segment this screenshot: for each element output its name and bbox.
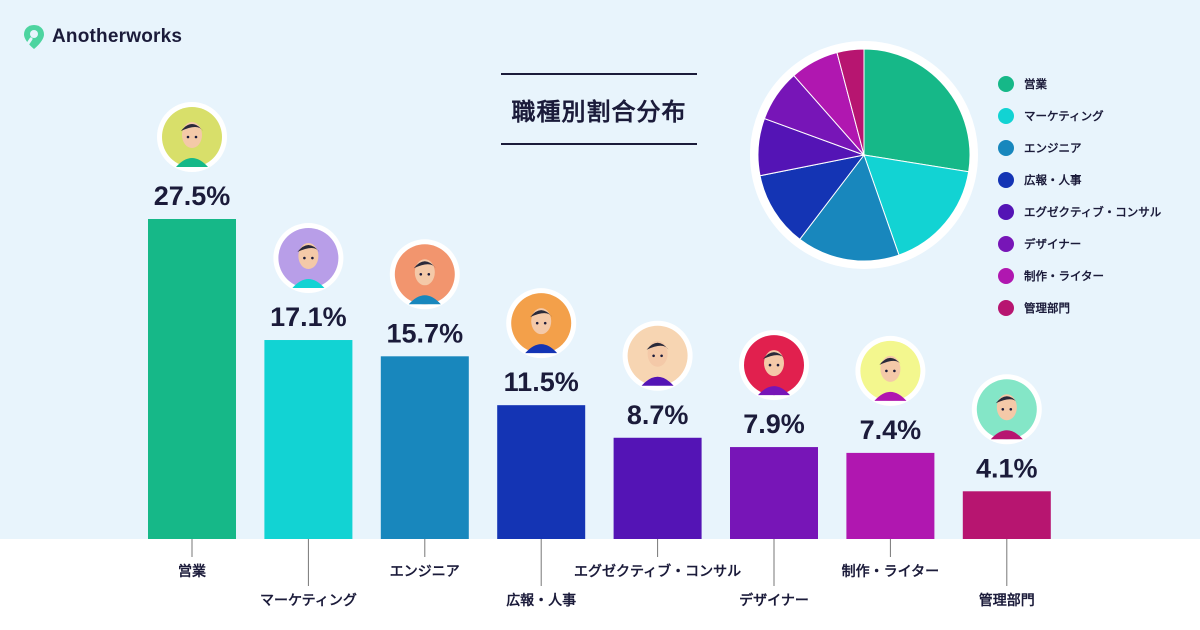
legend-label: マーケティング [1024, 109, 1104, 123]
legend-item: マーケティング [998, 100, 1198, 132]
legend-swatch [998, 172, 1014, 188]
category-label: 管理部門 [979, 592, 1035, 609]
pie-slice [863, 154, 970, 256]
bar-value-label: 7.9% [743, 409, 805, 439]
bar-value-label: 15.7% [387, 318, 464, 348]
category-label: デザイナー [739, 592, 809, 609]
pie-slice [759, 154, 866, 241]
bar [497, 405, 586, 539]
bar [264, 340, 353, 539]
axis-band [0, 539, 1200, 630]
avatar-icon [157, 102, 227, 172]
legend-label: 営業 [1024, 77, 1047, 91]
page-title: 職種別割合分布 [511, 97, 687, 126]
category-label: エンジニア [390, 564, 460, 580]
bar [613, 437, 702, 539]
avatar-icon [622, 320, 693, 391]
legend-item: 営業 [998, 68, 1198, 100]
pie-slice [799, 153, 900, 262]
legend-label: デザイナー [1024, 237, 1082, 251]
bar-value-label: 17.1% [270, 302, 347, 332]
title-block: 職種別割合分布 [501, 73, 697, 145]
legend-item: 制作・ライター [998, 260, 1198, 292]
bar [730, 447, 818, 539]
legend-item: 広報・人事 [998, 164, 1198, 196]
pie-legend: 営業マーケティング エンジニア広報・人事エグゼクティブ・コンサル デザイナー制作・ラ… [998, 68, 1198, 324]
legend-swatch [998, 268, 1014, 284]
avatar-icon [971, 374, 1042, 445]
legend-item: デザイナー [998, 228, 1198, 260]
bar-value-label: 7.4% [860, 415, 922, 445]
brand-name: Anotherworks [52, 26, 183, 47]
legend-label: 制作・ライター [1024, 269, 1105, 283]
pie-chart [750, 41, 978, 269]
avatar-icon [506, 288, 577, 359]
legend-item: エグゼクティブ・コンサル [998, 196, 1198, 228]
pie-slice [836, 48, 865, 156]
legend-label: 管理部門 [1024, 301, 1070, 315]
bar [962, 491, 1051, 539]
legend-label: エンジニア [1024, 141, 1082, 155]
legend-swatch [998, 300, 1014, 316]
category-label: 営業 [178, 563, 207, 580]
bar-value-label: 8.7% [627, 400, 689, 430]
bar [380, 356, 469, 539]
category-label: 広報・人事 [506, 592, 576, 609]
pie-slice [863, 48, 971, 173]
bar-value-label: 11.5% [504, 367, 579, 397]
legend-swatch [998, 76, 1014, 92]
bar-chart: 27.5% 営業 17.1% マーケティング 15.7% エンジニア 11.5% 広報・人事 8… [148, 102, 1051, 609]
bar [846, 452, 935, 539]
legend-swatch [998, 204, 1014, 220]
bar-value-label: 4.1% [976, 453, 1038, 483]
legend-item: エンジニア [998, 132, 1198, 164]
category-label: 制作・ライター [842, 563, 939, 580]
legend-label: 広報・人事 [1024, 173, 1082, 187]
brand-logo[interactable]: Anotherworks [22, 24, 182, 50]
avatar-icon [739, 330, 809, 401]
avatar-icon [855, 335, 926, 406]
category-label: マーケティング [260, 592, 357, 609]
legend-swatch [998, 236, 1014, 252]
bar [148, 219, 236, 539]
legend-item: 管理部門 [998, 292, 1198, 324]
legend-label: エグゼクティブ・コンサル [1024, 205, 1162, 219]
avatar-icon [273, 223, 344, 294]
location-pin-icon [23, 25, 44, 50]
legend-swatch [998, 108, 1014, 124]
legend-swatch [998, 140, 1014, 156]
bar-value-label: 27.5% [154, 181, 231, 211]
category-label: エグゼクティブ・コンサル [574, 563, 741, 580]
avatar-icon [389, 239, 460, 310]
